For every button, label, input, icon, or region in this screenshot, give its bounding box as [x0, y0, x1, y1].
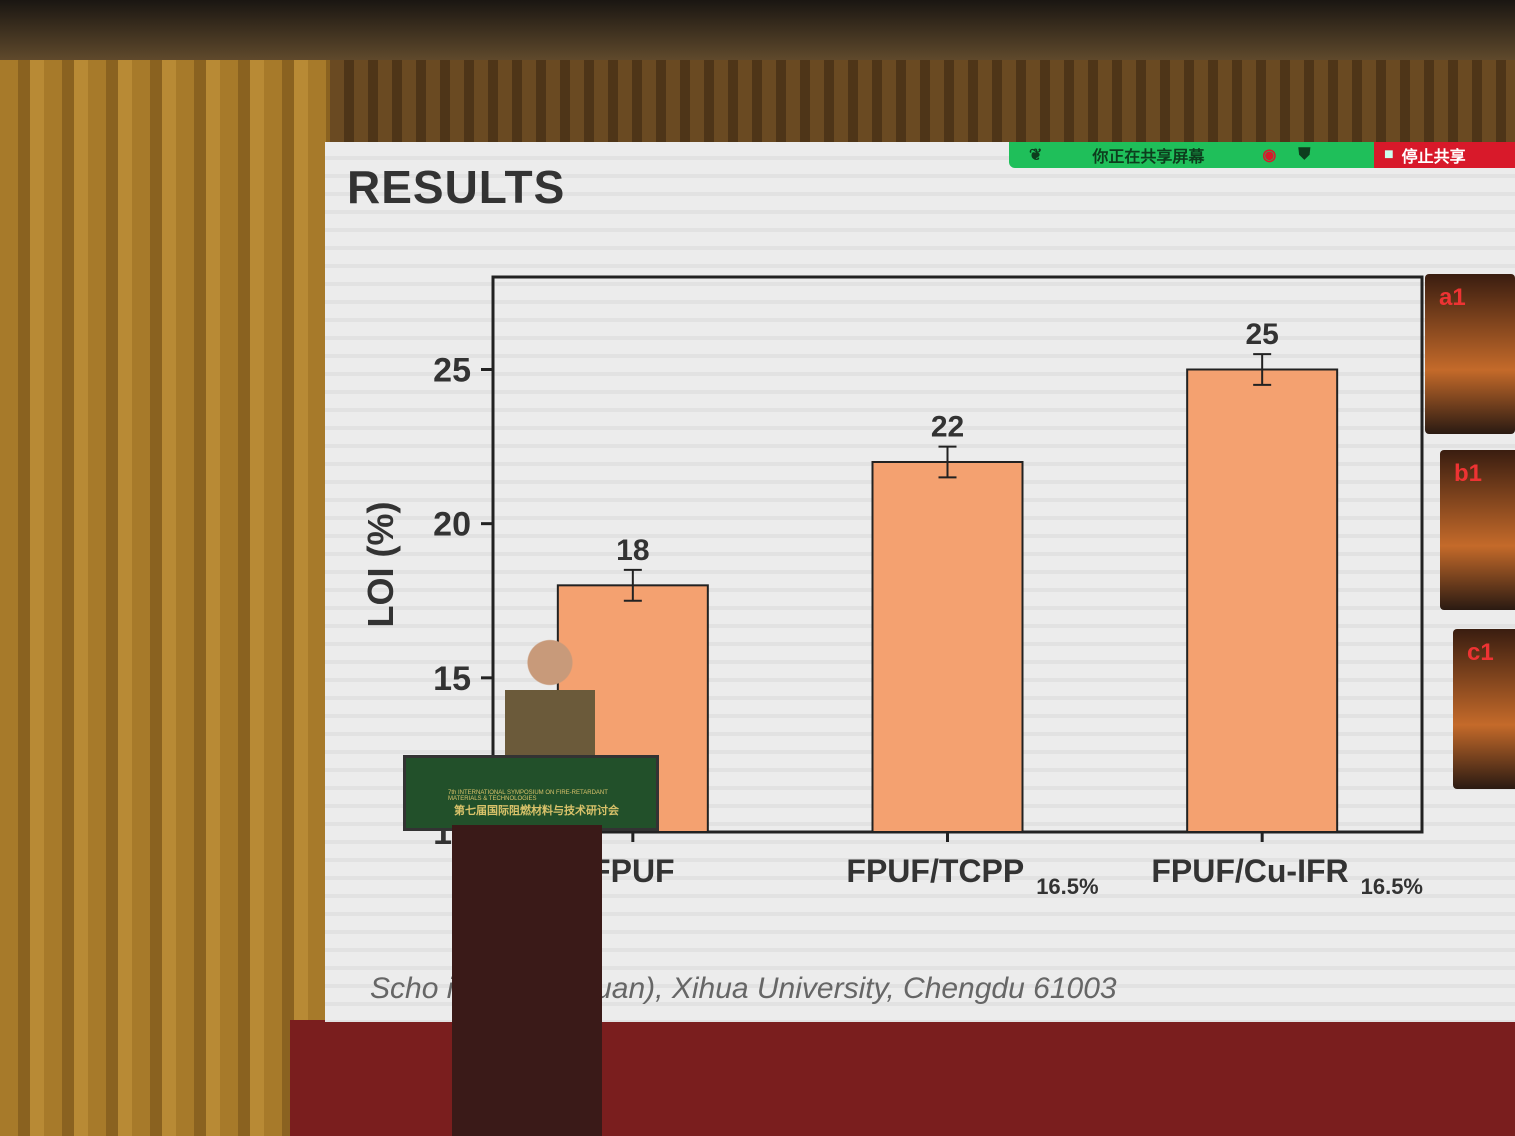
presenter	[505, 630, 595, 760]
podium-banner: 7th INTERNATIONAL SYMPOSIUM ON FIRE-RETA…	[403, 755, 659, 831]
podium-stand	[452, 825, 602, 1136]
stop-share-button[interactable]: ■ 停止共享	[1374, 142, 1515, 168]
screen-share-bar: ❦ 你正在共享屏幕 ◉ ⛊	[1009, 142, 1374, 168]
sample-photo: b1	[1440, 450, 1515, 610]
y-tick-label: 20	[433, 506, 471, 544]
x-tick-label: FPUF/TCPP 16.5%	[846, 853, 1098, 899]
sample-photo: c1	[1453, 629, 1515, 789]
bar	[871, 461, 1024, 833]
photo-label: b1	[1454, 460, 1483, 487]
stop-share-label: 停止共享	[1401, 149, 1466, 166]
projection-screen: RESULTS ❦ 你正在共享屏幕 ◉ ⛊ ■ 停止共享 10152025LOI…	[325, 142, 1515, 1022]
curtain	[0, 60, 330, 1136]
wall	[330, 60, 1515, 150]
leaf-icon: ❦	[1029, 147, 1043, 164]
photo-label: c1	[1467, 639, 1494, 666]
x-tick-label: FPUF	[591, 853, 675, 889]
y-tick-label: 25	[433, 352, 471, 390]
photo-label: a1	[1439, 284, 1466, 311]
data-label: 25	[1245, 318, 1278, 351]
sample-photo: a1	[1425, 274, 1515, 434]
record-icon: ◉	[1262, 147, 1277, 164]
podium-title-en: 7th INTERNATIONAL SYMPOSIUM ON FIRE-RETA…	[448, 790, 608, 802]
x-tick-label: FPUF/Cu-IFR 16.5%	[1151, 853, 1423, 899]
share-status: 你正在共享屏幕	[1092, 149, 1205, 166]
y-axis-label: LOI (%)	[360, 502, 401, 628]
bar	[1186, 368, 1339, 833]
data-label: 18	[616, 534, 649, 567]
ceiling	[0, 0, 1515, 70]
podium-title-cn: 第七届国际阻燃材料与技术研讨会	[454, 805, 619, 817]
data-label: 22	[931, 411, 964, 444]
y-tick-label: 15	[433, 660, 471, 698]
stop-icon: ■	[1384, 146, 1394, 163]
shield-icon: ⛊	[1298, 146, 1311, 163]
slide-title: RESULTS	[347, 161, 566, 213]
